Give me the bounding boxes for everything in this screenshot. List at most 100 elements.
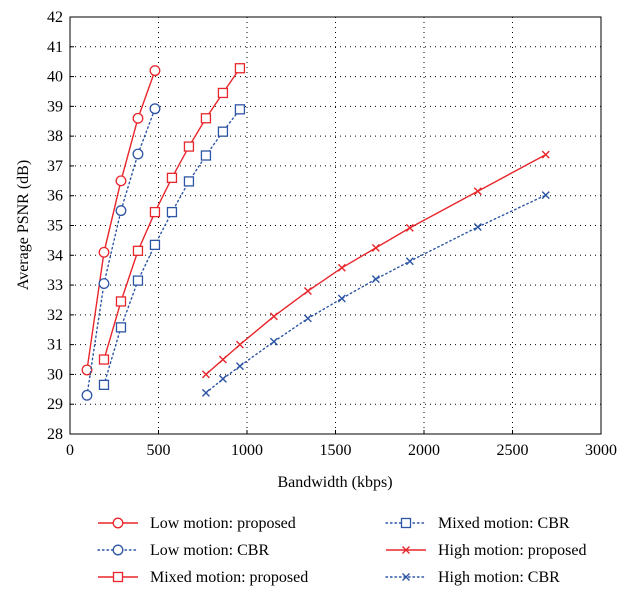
data-point (115, 175, 127, 187)
x-tick-label: 2500 (497, 442, 529, 459)
data-point (371, 275, 380, 284)
y-tick-label: 28 (47, 426, 63, 443)
data-point (149, 206, 161, 218)
y-tick-label: 38 (47, 128, 63, 145)
y-tick-label: 35 (47, 218, 63, 235)
data-point (303, 314, 312, 323)
data-point (218, 355, 227, 364)
series-line (205, 194, 547, 394)
y-tick-label: 39 (47, 98, 63, 115)
data-point (337, 263, 346, 272)
data-point (81, 389, 93, 401)
series-2 (81, 103, 161, 401)
x-tick-labels: 0 500 1000 1500 2000 2500 3000 (66, 442, 617, 459)
data-point (234, 63, 246, 74)
data-point (371, 243, 380, 252)
legend-marker (400, 517, 412, 529)
x-tick-label: 1000 (231, 442, 263, 459)
data-point (98, 278, 110, 290)
legend: Low motion: proposed Low motion: CBR Mixed… (97, 515, 586, 586)
data-point (115, 322, 127, 333)
data-point (132, 112, 144, 124)
data-point (115, 296, 127, 307)
y-tick-label: 30 (47, 366, 63, 383)
y-tick-label: 33 (47, 277, 63, 294)
series-line (86, 108, 156, 396)
series-5 (201, 150, 550, 379)
legend-item: Mixed motion: proposed (98, 569, 308, 586)
data-point (98, 354, 110, 365)
data-point (115, 205, 127, 217)
data-point (166, 206, 178, 218)
legend-marker (112, 571, 124, 583)
x-tick-label: 3000 (585, 442, 617, 459)
data-point (217, 87, 229, 99)
data-point (541, 191, 550, 200)
data-point (473, 187, 482, 196)
data-point (98, 246, 110, 258)
legend-marker (402, 546, 410, 554)
data-point (149, 103, 161, 115)
series-line (103, 108, 241, 386)
data-point (473, 222, 482, 231)
data-point (166, 172, 178, 183)
data-point (218, 374, 227, 383)
data-point (200, 113, 212, 124)
y-tick-label: 36 (47, 188, 63, 205)
data-point (132, 245, 144, 256)
y-tick-label: 32 (47, 307, 63, 324)
y-tick-label: 37 (47, 158, 63, 175)
data-point (149, 239, 161, 251)
data-point (303, 287, 312, 296)
legend-item: Low motion: proposed (98, 515, 296, 532)
data-point (235, 340, 244, 349)
data-point (183, 176, 195, 187)
y-tick-label: 34 (47, 247, 63, 264)
data-point (200, 150, 212, 161)
x-axis-label: Bandwidth (kbps) (277, 474, 392, 491)
data-point (201, 370, 210, 379)
data-point (132, 275, 144, 286)
legend-label: Mixed motion: CBR (438, 515, 570, 532)
y-tick-label: 29 (47, 396, 63, 413)
y-tick-label: 41 (47, 39, 63, 56)
grid (69, 16, 602, 435)
legend-label: Mixed motion: proposed (150, 569, 308, 586)
x-tick-label: 2000 (408, 442, 440, 459)
data-point (541, 150, 550, 159)
data-point (405, 257, 414, 266)
y-tick-label: 31 (47, 337, 63, 354)
legend-marker (402, 573, 410, 581)
x-tick-label: 1500 (320, 442, 352, 459)
legend-marker (112, 544, 124, 556)
data-point (149, 65, 161, 77)
legend-item: Mixed motion: CBR (385, 515, 570, 532)
series-line (205, 153, 547, 375)
data-point (235, 362, 244, 371)
data-point (217, 126, 229, 137)
x-tick-label: 0 (66, 442, 74, 459)
legend-label: High motion: proposed (438, 542, 586, 559)
series-6 (201, 191, 550, 397)
series-4 (98, 104, 246, 391)
y-axis-label: Average PSNR (dB) (15, 160, 32, 290)
y-tick-label: 40 (47, 69, 63, 86)
data-point (183, 141, 195, 152)
legend-label: Low motion: proposed (150, 515, 296, 532)
data-point (81, 364, 93, 376)
y-tick-labels: 28 29 30 31 32 33 34 35 36 37 38 39 40 41 42 (47, 9, 63, 443)
legend-item: High motion: CBR (385, 569, 560, 586)
legend-label: High motion: CBR (438, 569, 560, 586)
data-point (132, 148, 144, 160)
data-point (269, 337, 278, 346)
legend-item: Low motion: CBR (97, 542, 269, 559)
legend-marker (112, 517, 124, 529)
series-group (81, 63, 550, 401)
data-point (269, 312, 278, 321)
data-point (234, 104, 246, 115)
y-tick-label: 42 (47, 9, 63, 26)
series-1 (81, 65, 161, 376)
series-3 (98, 63, 246, 365)
data-point (201, 388, 210, 397)
